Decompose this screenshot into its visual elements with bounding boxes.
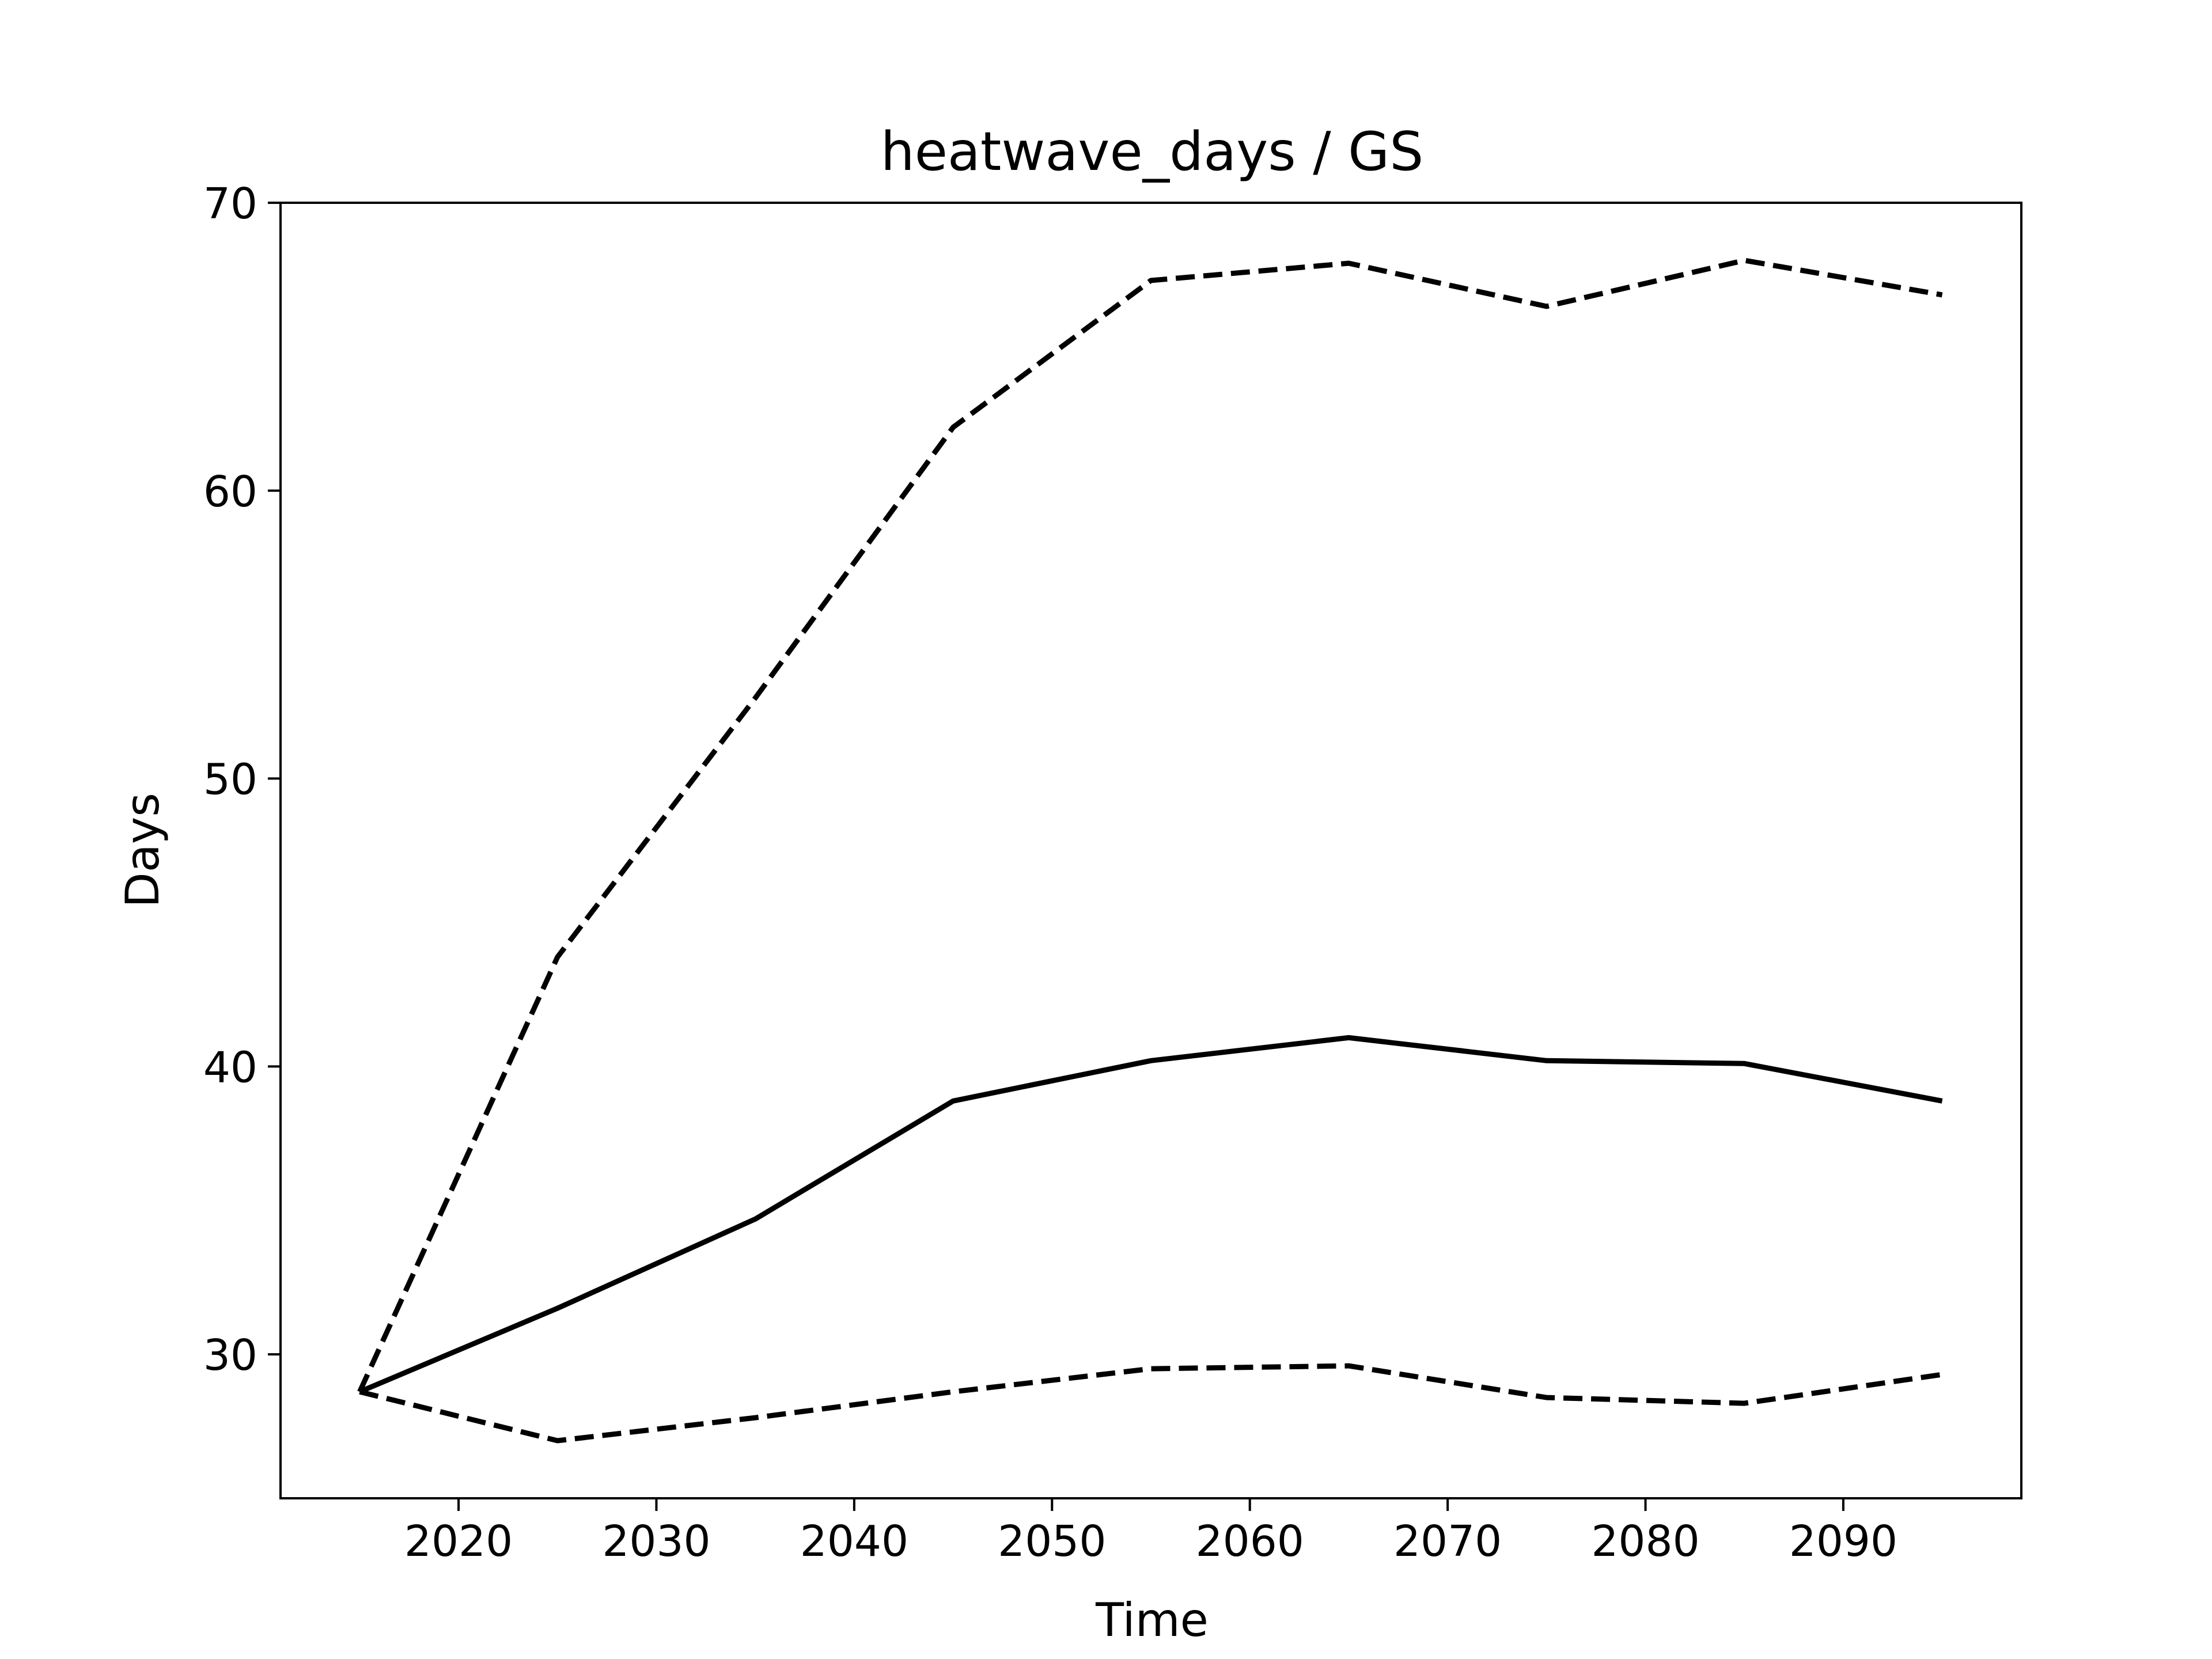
y-tick-label-2: 50 [203,755,257,805]
x-tick-label-4: 2060 [1196,1517,1304,1566]
series-line-0 [357,257,1943,1393]
y-tick-label-1: 40 [203,1043,257,1092]
chart-title: heatwave_days / GS [881,120,1424,183]
y-axis-label: Days [116,793,169,908]
plot-frame [279,202,2022,1499]
y-ticks: 30 40 50 60 70 [203,179,281,1380]
y-tick-label-4: 70 [203,179,257,229]
x-tick-label-6: 2080 [1591,1517,1699,1566]
x-tick-label-1: 2030 [602,1517,710,1566]
y-tick-label-3: 60 [203,467,257,517]
x-tick-label-5: 2070 [1393,1517,1502,1566]
series-layer [357,257,1943,1444]
x-ticks: 2020 2030 2040 2050 2060 2070 2080 2090 [404,1498,1897,1566]
y-tick-label-0: 30 [203,1331,257,1380]
series-line-2 [359,1363,1943,1444]
x-tick-label-3: 2050 [998,1517,1106,1566]
x-tick-label-2: 2040 [800,1517,908,1566]
series-line-1 [358,1035,1943,1395]
x-tick-label-0: 2020 [404,1517,513,1566]
x-axis-label: Time [1095,1593,1209,1647]
x-tick-label-7: 2090 [1789,1517,1897,1566]
